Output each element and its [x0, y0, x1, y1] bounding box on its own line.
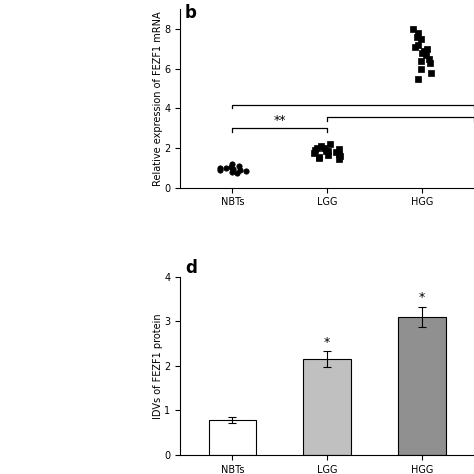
Point — [313, 144, 320, 152]
Point — [414, 41, 422, 49]
Point — [417, 57, 424, 65]
Point — [413, 33, 420, 41]
Point — [229, 165, 237, 173]
Point — [418, 49, 425, 57]
Point — [335, 150, 343, 158]
Point — [325, 151, 332, 159]
Point — [310, 149, 317, 157]
Point — [315, 154, 323, 162]
Point — [228, 168, 236, 176]
Point — [336, 152, 344, 160]
Point — [228, 160, 236, 168]
Point — [420, 47, 428, 55]
Point — [335, 155, 343, 163]
Point — [320, 144, 328, 152]
Text: d: d — [185, 259, 197, 277]
Point — [216, 166, 224, 173]
Point — [326, 140, 334, 148]
Point — [235, 162, 242, 170]
Text: b: b — [185, 3, 197, 21]
Point — [217, 164, 224, 172]
Y-axis label: Relative expression of FEZF1 mRNA: Relative expression of FEZF1 mRNA — [153, 11, 163, 186]
Point — [417, 36, 425, 43]
Bar — [209, 420, 256, 455]
Point — [317, 142, 325, 150]
Point — [332, 148, 339, 156]
Point — [222, 164, 229, 172]
Point — [322, 147, 329, 155]
Y-axis label: IDVs of FEZF1 protein: IDVs of FEZF1 protein — [153, 313, 163, 419]
Text: **: ** — [273, 114, 286, 128]
Point — [227, 163, 234, 171]
Bar — [398, 317, 446, 455]
Bar — [303, 359, 351, 455]
Text: *: * — [324, 336, 330, 348]
Point — [422, 51, 430, 59]
Text: *: * — [419, 292, 425, 304]
Point — [426, 59, 433, 67]
Point — [311, 146, 319, 154]
Point — [412, 43, 419, 51]
Point — [410, 26, 417, 33]
Point — [336, 146, 343, 153]
Point — [418, 65, 425, 73]
Point — [237, 166, 244, 173]
Point — [324, 147, 331, 155]
Point — [234, 169, 241, 177]
Point — [423, 46, 430, 53]
Point — [414, 29, 422, 37]
Point — [414, 75, 421, 82]
Point — [242, 167, 250, 174]
Point — [316, 153, 323, 161]
Point — [428, 69, 435, 77]
Point — [425, 55, 433, 63]
